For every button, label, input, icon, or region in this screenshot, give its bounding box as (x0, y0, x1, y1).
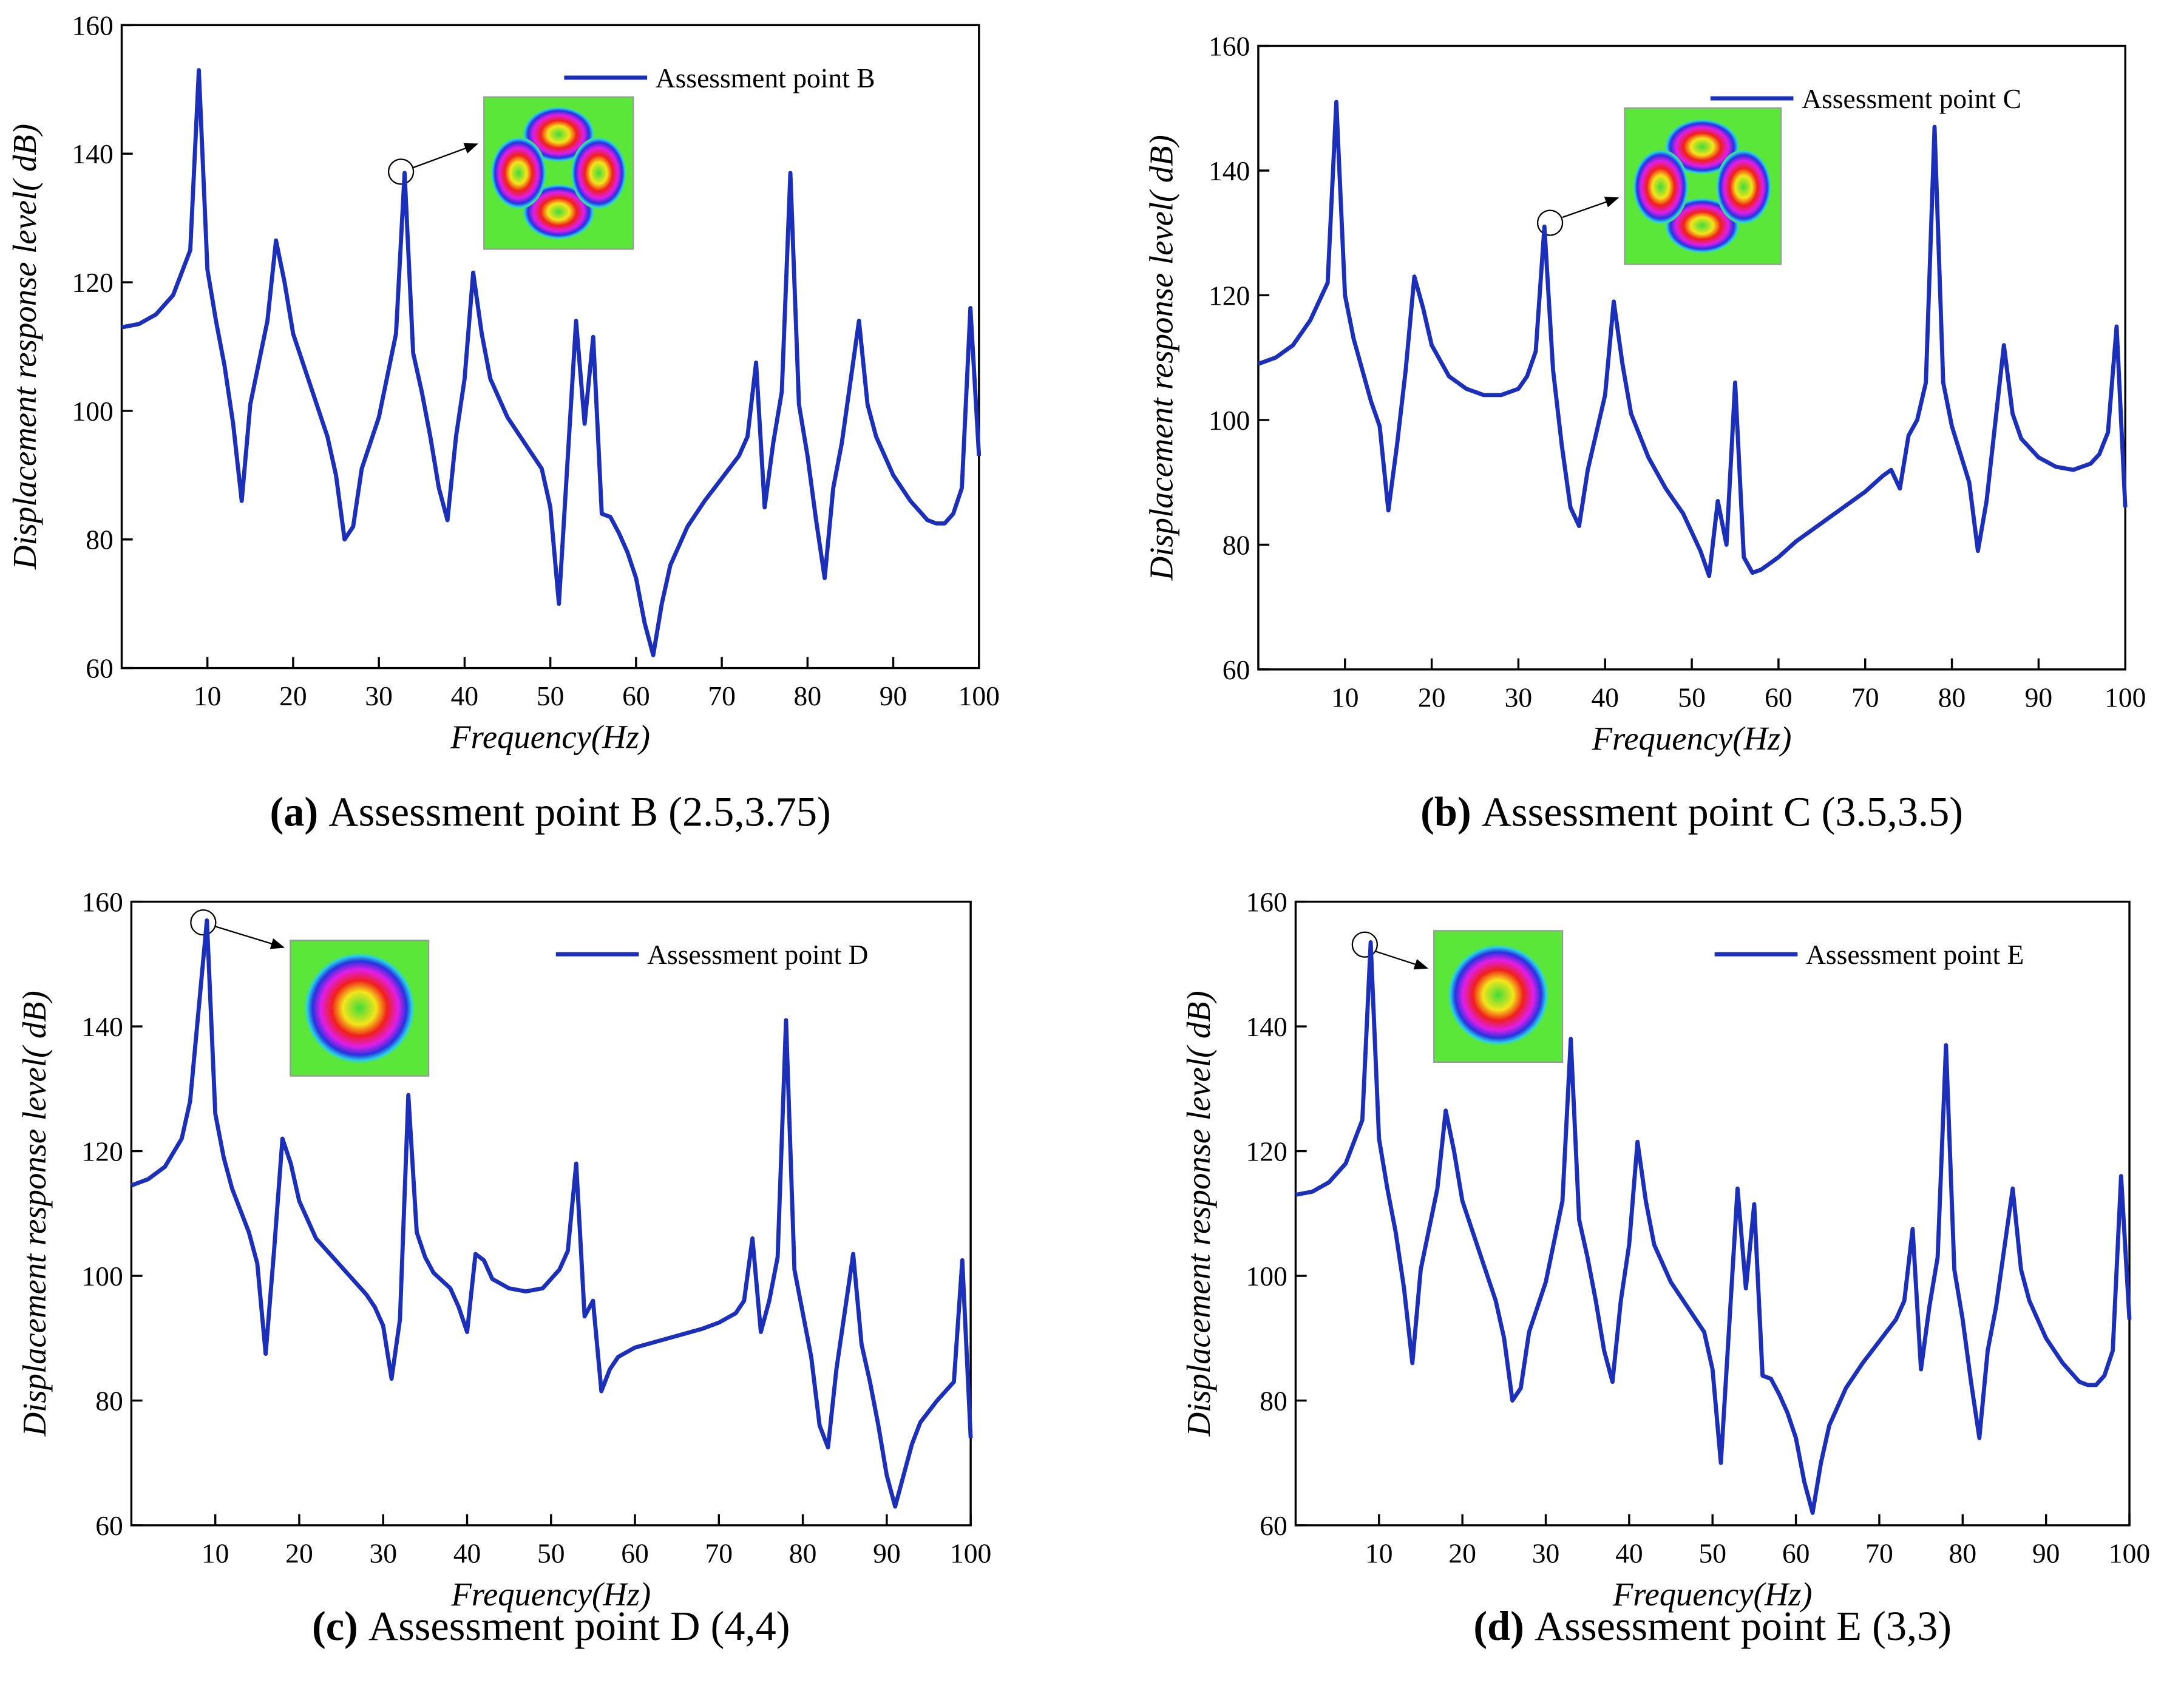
x-tick-label: 40 (453, 1537, 481, 1568)
y-tick-label: 60 (95, 1510, 123, 1541)
x-tick-label: 10 (194, 680, 222, 711)
x-tick-label: 100 (958, 680, 1000, 711)
y-tick-label: 140 (1209, 155, 1250, 186)
caption-label: (a) (270, 788, 318, 835)
y-tick-label: 120 (1209, 280, 1250, 311)
x-tick-label: 30 (365, 680, 393, 711)
x-axis-label: Frequency(Hz) (1592, 720, 1792, 757)
x-tick-label: 40 (451, 680, 479, 711)
y-tick-label: 160 (1246, 887, 1287, 918)
caption-text: Assessment point E (3,3) (1535, 1603, 1952, 1649)
x-tick-label: 30 (369, 1537, 397, 1568)
x-tick-label: 60 (1782, 1537, 1810, 1568)
caption-label: (d) (1473, 1603, 1524, 1649)
x-tick-label: 90 (880, 680, 907, 711)
y-tick-label: 160 (81, 887, 123, 918)
x-tick-label: 80 (789, 1537, 817, 1568)
x-axis-label: Frequency(Hz) (450, 719, 650, 756)
y-tick-label: 120 (1246, 1136, 1287, 1167)
x-axis-label: Frequency(Hz) (1612, 1576, 1813, 1613)
x-tick-label: 20 (1418, 682, 1446, 713)
y-tick-label: 100 (81, 1261, 123, 1292)
y-tick-label: 160 (72, 10, 113, 41)
x-tick-label: 80 (794, 680, 822, 711)
data-line (1257, 100, 2128, 578)
legend-label: Assessment point B (656, 63, 875, 93)
x-tick-label: 70 (708, 680, 736, 711)
y-tick-label: 80 (95, 1385, 123, 1416)
caption: (d) Assessment point E (3,3) (1473, 1603, 1952, 1649)
x-tick-label: 40 (1615, 1537, 1643, 1568)
y-tick-label: 80 (86, 524, 114, 555)
y-tick-label: 100 (1209, 405, 1250, 436)
caption-label: (c) (312, 1603, 358, 1649)
x-tick-label: 100 (2105, 682, 2146, 713)
legend-label: Assessment point D (647, 939, 868, 970)
y-axis-label: Displacement response level( dB) (6, 124, 43, 570)
y-tick-label: 60 (1223, 654, 1250, 685)
x-tick-label: 20 (1448, 1537, 1476, 1568)
x-tick-label: 10 (1331, 682, 1359, 713)
x-tick-label: 60 (622, 680, 650, 711)
x-tick-label: 80 (1938, 682, 1966, 713)
inset-d (1351, 930, 1564, 1063)
x-tick-label: 20 (285, 1537, 313, 1568)
x-tick-label: 100 (950, 1537, 991, 1568)
caption: (c) Assessment point D (4,4) (312, 1603, 790, 1649)
y-tick-label: 80 (1223, 529, 1250, 560)
x-tick-label: 40 (1591, 682, 1619, 713)
y-tick-label: 140 (72, 138, 113, 169)
caption-label: (b) (1420, 788, 1471, 835)
y-axis-label: Displacement response level( dB) (16, 991, 53, 1437)
y-tick-label: 100 (1246, 1261, 1287, 1292)
y-tick-label: 60 (86, 653, 114, 684)
inset-b (1536, 107, 1782, 265)
x-tick-label: 50 (1698, 1537, 1726, 1568)
legend-label: Assessment point E (1806, 939, 2024, 970)
legend-label: Assessment point C (1802, 83, 2021, 114)
y-tick-label: 80 (1260, 1385, 1287, 1416)
y-axis-label: Displacement response level( dB) (1143, 135, 1180, 581)
y-tick-label: 120 (81, 1136, 123, 1167)
caption: (a) Assessment point B (2.5,3.75) (270, 788, 830, 835)
y-tick-label: 100 (72, 396, 113, 427)
x-tick-label: 90 (2025, 682, 2053, 713)
x-tick-label: 70 (1851, 682, 1879, 713)
x-tick-label: 20 (279, 680, 307, 711)
y-tick-label: 60 (1260, 1510, 1287, 1541)
inset-c (190, 909, 430, 1077)
data-line (131, 918, 973, 1509)
y-tick-label: 120 (72, 267, 113, 298)
x-tick-label: 30 (1532, 1537, 1560, 1568)
x-tick-label: 60 (621, 1537, 649, 1568)
x-tick-label: 10 (1365, 1537, 1393, 1568)
caption-text: Assessment point B (2.5,3.75) (328, 788, 831, 835)
data-line (1295, 940, 2132, 1515)
y-axis-label: Displacement response level( dB) (1180, 991, 1217, 1437)
x-tick-label: 90 (873, 1537, 901, 1568)
x-tick-label: 60 (1765, 682, 1793, 713)
x-tick-label: 50 (537, 1537, 565, 1568)
x-tick-label: 50 (537, 680, 565, 711)
data-line (121, 68, 982, 657)
caption: (b) Assessment point C (3.5,3.5) (1420, 788, 1963, 835)
x-tick-label: 70 (1865, 1537, 1893, 1568)
x-tick-label: 100 (2109, 1537, 2150, 1568)
plot-frame (130, 900, 972, 1527)
caption-text: Assessment point D (4,4) (368, 1603, 790, 1649)
x-axis-label: Frequency(Hz) (450, 1576, 651, 1613)
y-tick-label: 160 (1209, 30, 1250, 61)
inset-a (387, 96, 634, 250)
x-tick-label: 50 (1678, 682, 1706, 713)
y-tick-label: 140 (81, 1011, 123, 1042)
x-tick-label: 90 (2032, 1537, 2060, 1568)
x-tick-label: 70 (705, 1537, 733, 1568)
caption-text: Assessment point C (3.5,3.5) (1482, 788, 1963, 835)
x-tick-label: 80 (1949, 1537, 1977, 1568)
y-tick-label: 140 (1246, 1011, 1287, 1042)
plot-frame (1294, 900, 2131, 1527)
x-tick-label: 30 (1505, 682, 1533, 713)
x-tick-label: 10 (202, 1537, 229, 1568)
